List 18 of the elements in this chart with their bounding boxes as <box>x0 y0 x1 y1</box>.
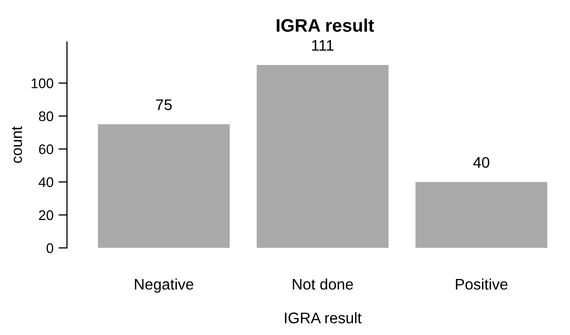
data-label: 75 <box>156 99 172 110</box>
data-label: 40 <box>473 157 490 168</box>
y-axis-title: count <box>12 126 22 163</box>
y-tick-label: 20 <box>39 210 54 220</box>
y-tick-label: 0 <box>46 243 54 254</box>
x-tick-label: Negative <box>134 278 194 293</box>
y-tick-label: 40 <box>38 177 54 188</box>
y-tick-label: 80 <box>38 111 54 122</box>
y-tick-label: 60 <box>39 144 54 154</box>
chart-title: IGRA result <box>276 18 374 32</box>
bar <box>256 64 389 248</box>
bar <box>98 124 230 248</box>
x-tick-label: Positive <box>456 278 508 290</box>
bar <box>416 182 548 248</box>
y-tick-label: 100 <box>32 78 54 88</box>
data-label: 111 <box>312 40 334 51</box>
x-tick-label: Not done <box>292 278 353 290</box>
x-axis-title: IGRA result <box>284 312 362 324</box>
